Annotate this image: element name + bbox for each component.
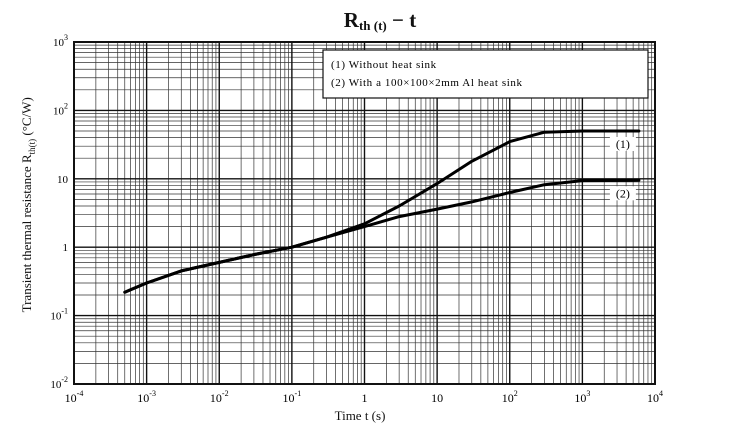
- series-label-2: (2): [616, 186, 630, 200]
- x-tick-label: 1: [362, 391, 368, 405]
- series-label-bg-1: [609, 136, 636, 151]
- x-tick-label: 104: [647, 389, 663, 405]
- series-label-1: (1): [616, 137, 630, 151]
- x-axis-label: Time t (s): [334, 408, 386, 423]
- x-tick-label: 10-2: [210, 389, 229, 405]
- x-tick-label: 10-1: [283, 389, 302, 405]
- series-line-2: [123, 178, 641, 294]
- x-tick-label: 10: [431, 391, 443, 405]
- x-tick-label: 10-4: [65, 389, 84, 405]
- y-axis-label: Transient thermal resistance Rth(t) (°C/…: [19, 97, 37, 313]
- y-tick-label: 1: [63, 242, 69, 254]
- legend-box: [322, 49, 649, 99]
- series-layer: (1) (2): [123, 129, 641, 294]
- y-tick-label: 103: [53, 33, 68, 49]
- legend: (1) Without heat sink (2) With a 100×100…: [322, 49, 649, 99]
- x-tick-label: 103: [574, 389, 590, 405]
- x-tick-labels: 10-4 10-3 10-2 10-1 1 10 102 103 104: [65, 389, 663, 405]
- y-tick-labels: 10-2 10-1 1 10 102 103: [50, 33, 68, 391]
- legend-entry-1: (1) Without heat sink: [331, 59, 437, 71]
- y-tick-label: 10: [57, 174, 69, 186]
- y-tick-label: 10-2: [50, 375, 68, 391]
- x-tick-label: 10-3: [137, 389, 156, 405]
- chart-title: Rth (t) − t: [343, 8, 417, 33]
- x-tick-label: 102: [502, 389, 518, 405]
- y-tick-label: 102: [53, 101, 68, 117]
- series-label-bg-2: [609, 186, 636, 201]
- legend-entry-2: (2) With a 100×100×2mm Al heat sink: [331, 77, 523, 89]
- y-tick-label: 10-1: [50, 307, 68, 323]
- plot-frame: [73, 41, 656, 385]
